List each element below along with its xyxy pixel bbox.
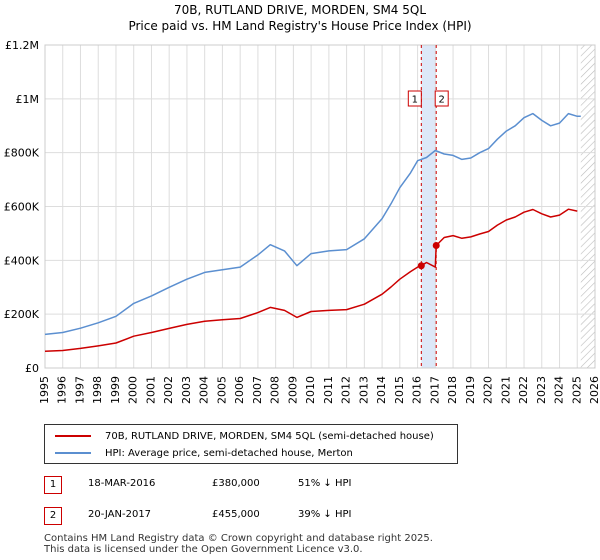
- transaction-marker-box: [407, 90, 422, 107]
- chart-title: 70B, RUTLAND DRIVE, MORDEN, SM4 5QL: [173, 3, 427, 17]
- x-tick-label: 2005: [215, 376, 228, 404]
- legend: 70B, RUTLAND DRIVE, MORDEN, SM4 5QL (sem…: [44, 424, 458, 464]
- x-tick-label: 1998: [91, 376, 104, 404]
- transaction-point: [432, 242, 440, 250]
- x-tick-label: 2010: [304, 376, 317, 404]
- x-tick-label: 1997: [73, 376, 86, 404]
- transaction-marker-label: 2: [439, 95, 445, 106]
- footer: Contains HM Land Registry data © Crown c…: [44, 533, 433, 555]
- x-tick-label: 1996: [56, 376, 69, 404]
- hpi-series-line: [44, 112, 581, 336]
- transaction-date: 20-JAN-2017: [88, 509, 152, 520]
- chart-subtitle: Price paid vs. HM Land Registry's House …: [128, 19, 472, 33]
- x-tick-label: 2016: [411, 376, 424, 404]
- transaction-hpi-diff: 39% ↓ HPI: [298, 509, 352, 520]
- x-tick-label: 2017: [428, 376, 441, 404]
- y-tick-label: £0: [25, 362, 39, 375]
- x-tick-label: 2022: [517, 376, 530, 404]
- y-tick-label: £200K: [4, 308, 40, 321]
- transaction-marker-label: 1: [412, 95, 418, 106]
- x-tick-label: 2011: [322, 376, 335, 404]
- x-tick-label: 2008: [269, 376, 282, 404]
- legend-item-property: 70B, RUTLAND DRIVE, MORDEN, SM4 5QL (sem…: [55, 428, 434, 444]
- x-tick-label: 2026: [588, 376, 600, 404]
- x-tick-label: 2006: [233, 376, 246, 404]
- transaction-marker-box: [434, 90, 449, 107]
- footer-licence: This data is licensed under the Open Gov…: [44, 544, 363, 555]
- x-tick-label: 2003: [180, 376, 193, 404]
- legend-swatch-blue: [55, 452, 91, 454]
- plot-frame: [44, 44, 596, 369]
- x-tick-label: 2007: [251, 376, 264, 404]
- x-tick-label: 2020: [482, 376, 495, 404]
- x-tick-label: 2012: [340, 376, 353, 404]
- legend-item-hpi: HPI: Average price, semi-detached house,…: [55, 445, 353, 461]
- y-tick-label: £600K: [4, 201, 40, 214]
- x-tick-label: 2000: [127, 376, 140, 404]
- y-tick-label: £1M: [16, 93, 40, 106]
- x-tick-label: 2001: [144, 376, 157, 404]
- legend-label-property: 70B, RUTLAND DRIVE, MORDEN, SM4 5QL (sem…: [105, 430, 434, 442]
- x-tick-label: 2025: [570, 376, 583, 404]
- footer-copyright: Contains HM Land Registry data © Crown c…: [44, 533, 433, 544]
- transaction-number: 2: [44, 507, 62, 525]
- x-tick-label: 2018: [446, 376, 459, 404]
- transaction-point: [417, 262, 425, 270]
- x-tick-label: 2023: [535, 376, 548, 404]
- price-chart: £0 £200K £400K £600K £800K £1M £1.2M 1995 1996 19…: [4, 39, 600, 404]
- x-tick-label: 2014: [375, 376, 388, 404]
- x-tick-label: 2013: [357, 376, 370, 404]
- transaction-number: 1: [44, 476, 62, 494]
- legend-label-hpi: HPI: Average price, semi-detached house,…: [105, 447, 353, 459]
- x-tick-label: 1995: [38, 376, 51, 404]
- legend-swatch-red: [55, 435, 91, 437]
- y-tick-label: £400K: [4, 254, 40, 267]
- x-tick-label: 2019: [464, 376, 477, 404]
- transaction-price: £455,000: [212, 509, 260, 520]
- transaction-hpi-diff: 51% ↓ HPI: [298, 478, 352, 489]
- x-tick-label: 1999: [109, 376, 122, 404]
- transaction-row: 2 20-JAN-2017 £455,000 39% ↓ HPI: [44, 507, 584, 525]
- y-tick-label: £1.2M: [5, 39, 39, 52]
- property-series-line: [44, 208, 578, 353]
- transaction-date: 18-MAR-2016: [88, 478, 156, 489]
- y-tick-label: £800K: [4, 147, 40, 160]
- transaction-price: £380,000: [212, 478, 260, 489]
- transaction-row: 1 18-MAR-2016 £380,000 51% ↓ HPI: [44, 476, 584, 494]
- x-tick-label: 2004: [198, 376, 211, 404]
- x-tick-label: 2009: [286, 376, 299, 404]
- x-tick-label: 2024: [553, 376, 566, 404]
- x-tick-label: 2021: [499, 376, 512, 404]
- x-tick-label: 2015: [393, 376, 406, 404]
- x-tick-label: 2002: [162, 376, 175, 404]
